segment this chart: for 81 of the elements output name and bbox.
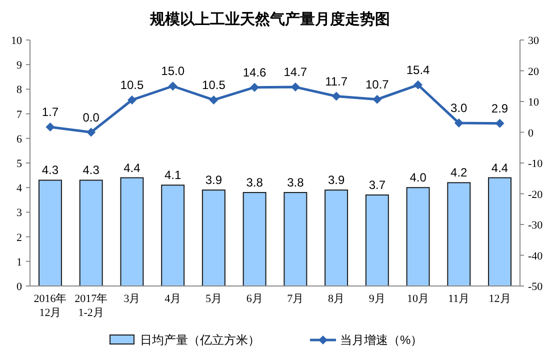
data-label: 15.4 (406, 62, 430, 77)
x-tick-label: 4月 (164, 293, 182, 305)
data-label: 3.9 (328, 173, 345, 188)
chart-title: 规模以上工业天然气产量月度走势图 (149, 10, 390, 28)
bar (120, 177, 144, 286)
data-label: 14.7 (284, 65, 308, 80)
data-label: 11.7 (325, 74, 348, 88)
y2-tick-label: -20 (528, 188, 544, 201)
x-tick-label: 11月 (448, 293, 470, 305)
y-tick-label: 2 (16, 232, 22, 244)
y2-tick-label: -10 (528, 158, 544, 170)
data-label: 4.0 (410, 170, 427, 185)
y2-tick-label: 20 (528, 66, 540, 78)
y-tick-label: 5 (16, 158, 22, 170)
point (454, 118, 464, 128)
data-label: 2.9 (491, 101, 508, 116)
y2-tick-label: -40 (528, 250, 544, 262)
point (168, 82, 178, 91)
y-tick-label: 8 (16, 84, 22, 96)
data-label: 15.0 (161, 64, 185, 78)
data-label: 1.7 (42, 105, 59, 120)
bar (161, 184, 185, 286)
data-label: 10.5 (120, 78, 144, 92)
data-label: 4.4 (491, 160, 508, 175)
point (332, 92, 341, 101)
legend-label: 当月增速（%） (340, 333, 423, 347)
data-label: 3.8 (246, 176, 264, 190)
data-label: 14.6 (242, 65, 267, 80)
x-tick-label: 7月 (287, 293, 304, 305)
x-tick-label: 12月 (488, 293, 511, 305)
y-tick-label: 3 (16, 207, 22, 220)
x-tick-label: 2017年 1-2月 (74, 293, 108, 319)
point (46, 122, 55, 132)
bar (38, 180, 62, 286)
point (86, 128, 96, 137)
point (209, 95, 218, 104)
y2-tick-label: 30 (528, 35, 540, 47)
y-tick-label: 6 (16, 133, 22, 146)
bar (324, 190, 348, 286)
bar (488, 177, 512, 286)
y-tick-label: 9 (16, 60, 22, 72)
y-tick-label: 0 (16, 281, 22, 293)
x-tick-label: 3月 (124, 293, 140, 305)
y-tick-label: 7 (16, 108, 22, 121)
bar (365, 194, 389, 286)
point (372, 94, 382, 104)
bar (447, 182, 471, 286)
data-label: 4.3 (82, 163, 100, 178)
point (414, 80, 423, 90)
x-tick-label: 10月 (407, 293, 430, 305)
bar (202, 190, 226, 286)
x-tick-label: 5月 (205, 293, 222, 305)
bar (79, 180, 103, 286)
x-tick-label: 6月 (246, 293, 263, 305)
data-label: 4.2 (450, 166, 468, 180)
y-tick-label: 4 (16, 182, 22, 195)
y-tick-label: 1 (16, 256, 22, 268)
data-label: 4.4 (124, 160, 141, 175)
data-label: 10.5 (202, 78, 226, 92)
bar (242, 192, 266, 286)
bar (284, 192, 308, 286)
data-label: 0.0 (82, 110, 100, 124)
data-label: 3.7 (368, 178, 386, 192)
x-tick-label: 2016年 12月 (34, 293, 67, 319)
y2-tick-label: -30 (528, 220, 544, 232)
y2-tick-label: 10 (528, 96, 540, 108)
point (495, 118, 504, 128)
y2-tick-label: -50 (528, 281, 544, 293)
x-tick-label: 9月 (368, 293, 386, 305)
data-label: 4.3 (42, 163, 59, 178)
data-label: 3.9 (205, 173, 222, 188)
data-label: 10.7 (365, 77, 390, 92)
y-tick-label: 10 (11, 35, 22, 47)
data-label: 3.8 (287, 176, 304, 190)
y2-tick-label: 0 (528, 127, 534, 140)
data-label: 3.0 (450, 101, 468, 116)
legend-label: 日均产量（亿立方米） (140, 333, 260, 347)
data-label: 4.1 (164, 168, 182, 182)
point (127, 95, 136, 104)
bar (406, 187, 430, 286)
x-tick-label: 8月 (328, 293, 345, 305)
